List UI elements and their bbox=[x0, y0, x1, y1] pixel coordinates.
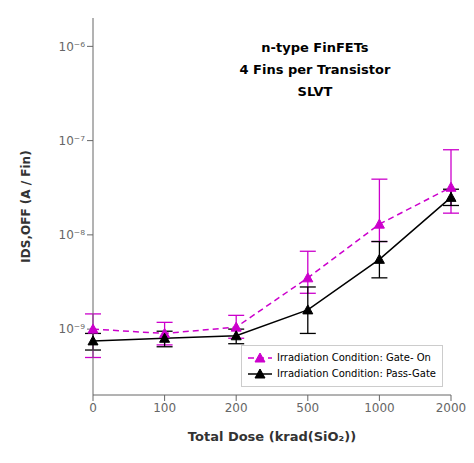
svg-text:0: 0 bbox=[89, 401, 97, 415]
svg-text:10⁻⁹: 10⁻⁹ bbox=[59, 322, 86, 336]
html-text:4 Fins per Transistor: 4 Fins per Transistor bbox=[239, 61, 391, 77]
html-text:SLVT: SLVT bbox=[297, 83, 333, 99]
svg-text:2000: 2000 bbox=[436, 401, 466, 415]
svg-text:10⁻⁷: 10⁻⁷ bbox=[59, 134, 86, 148]
svg-text:1000: 1000 bbox=[364, 401, 395, 415]
svg-text:Total Dose (krad(SiO₂)): Total Dose (krad(SiO₂)) bbox=[188, 429, 356, 444]
svg-text:100: 100 bbox=[153, 401, 176, 415]
svg-text:IDS,OFF (A / Fin): IDS,OFF (A / Fin) bbox=[19, 150, 33, 262]
svg-text:500: 500 bbox=[296, 401, 319, 415]
svg-text:200: 200 bbox=[225, 401, 248, 415]
html-text:Irradiation Condition: Gate- O: Irradiation Condition: Gate- On bbox=[277, 352, 431, 363]
svg-text:10⁻⁶: 10⁻⁶ bbox=[59, 40, 86, 54]
svg-text:10⁻⁸: 10⁻⁸ bbox=[59, 228, 86, 242]
html-text:Irradiation Condition: Pass-Ga: Irradiation Condition: Pass-Gate bbox=[277, 368, 436, 379]
html-text:n-type FinFETs: n-type FinFETs bbox=[261, 39, 369, 55]
